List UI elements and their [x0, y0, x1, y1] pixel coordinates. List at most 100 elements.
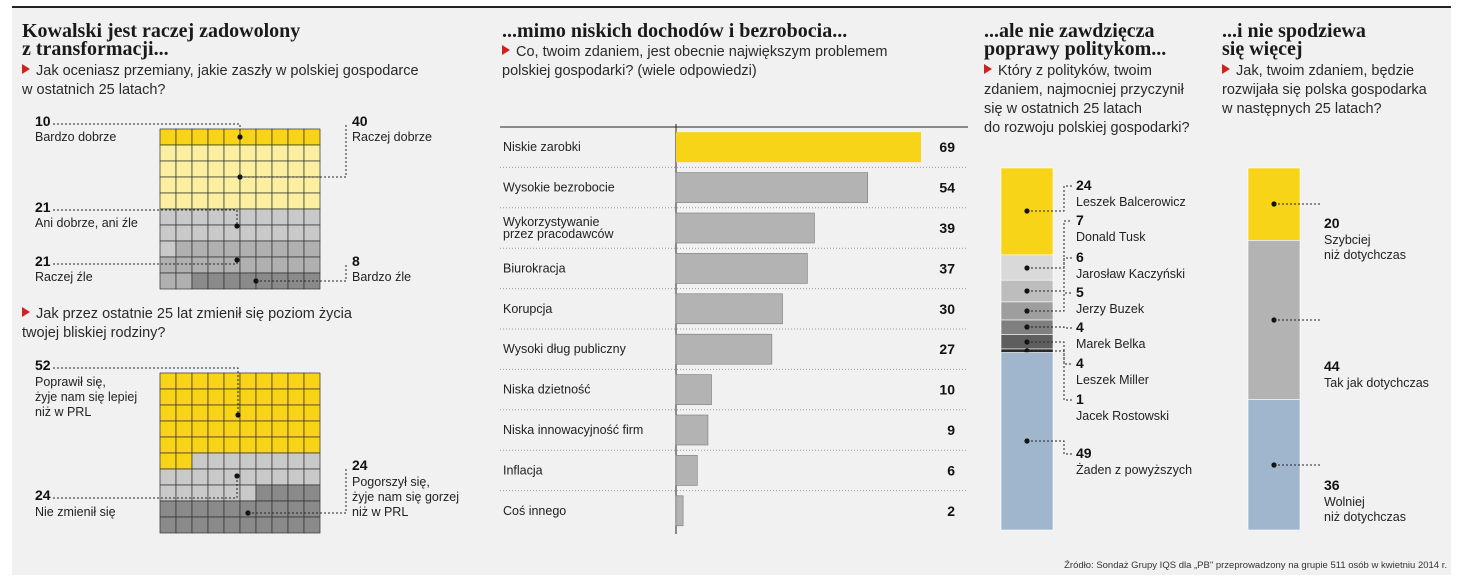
- waffle2-label: żyje nam się lepiej: [35, 390, 137, 404]
- waffle1-value: 21: [35, 199, 51, 215]
- stack1-label: Żaden z powyższych: [1076, 463, 1192, 477]
- stack2-label: Wolniej: [1324, 495, 1365, 509]
- stack1-label: Leszek Miller: [1076, 373, 1149, 387]
- stack2-label: niż dotychczas: [1324, 510, 1406, 524]
- stack2-label: Tak jak dotychczas: [1324, 376, 1429, 390]
- waffle2-cell-nie-zmienił-się: [159, 468, 177, 486]
- waffle1-cell-ani-dobrze-ani-źle: [159, 208, 177, 226]
- waffle1-cell-raczej-źle: [271, 256, 289, 274]
- waffle2-cell-nie-zmienił-się: [271, 468, 289, 486]
- waffle2-cell-pogorszył-się-żyje-nam-się-gorzej-niż-w-prl: [271, 500, 289, 518]
- waffle1-cell-raczej-dobrze: [191, 176, 209, 194]
- waffle1-cell-raczej-dobrze: [159, 192, 177, 210]
- stack2-value: 20: [1324, 215, 1340, 231]
- bar: [675, 495, 684, 527]
- waffle2-cell-poprawił-się-żyje-nam-się-lepiej-niż-w-prl: [191, 372, 209, 390]
- waffle1-cell-raczej-dobrze: [239, 144, 257, 162]
- waffle1-cell-ani-dobrze-ani-źle: [175, 224, 193, 242]
- waffle1-cell-raczej-dobrze: [303, 160, 321, 178]
- waffle2-cell-poprawił-się-żyje-nam-się-lepiej-niż-w-prl: [175, 388, 193, 406]
- waffle1-cell-raczej-źle: [207, 256, 225, 274]
- waffle2-cell-poprawił-się-żyje-nam-się-lepiej-niż-w-prl: [191, 388, 209, 406]
- waffle1-cell-raczej-dobrze: [239, 176, 257, 194]
- panel1-question2-line1: Jak przez ostatnie 25 lat zmienił się po…: [36, 306, 352, 322]
- waffle1-cell-ani-dobrze-ani-źle: [271, 224, 289, 242]
- waffle2-cell-poprawił-się-żyje-nam-się-lepiej-niż-w-prl: [207, 372, 225, 390]
- waffle2-cell-poprawił-się-żyje-nam-się-lepiej-niż-w-prl: [159, 404, 177, 422]
- waffle1-cell-raczej-dobrze: [239, 160, 257, 178]
- panel1-title-line2: z transformacji...: [22, 38, 169, 60]
- waffle2-leader: [53, 367, 239, 415]
- waffle2-cell-poprawił-się-żyje-nam-się-lepiej-niż-w-prl: [191, 420, 209, 438]
- panel4-question-line3: w następnych 25 latach?: [1222, 101, 1382, 117]
- waffle1-cell-raczej-dobrze: [175, 160, 193, 178]
- waffle2-cell-nie-zmienił-się: [223, 452, 241, 470]
- waffle2-label: niż w PRL: [352, 505, 408, 519]
- waffle1-cell-ani-dobrze-ani-źle: [175, 208, 193, 226]
- waffle1-cell-raczej-źle: [255, 240, 273, 258]
- waffle1-cell-bardzo-dobrze: [159, 128, 177, 146]
- waffle2-label: niż w PRL: [35, 405, 91, 419]
- waffle1-cell-raczej-dobrze: [255, 176, 273, 194]
- waffle2-cell-nie-zmienił-się: [207, 484, 225, 502]
- waffle1-cell-raczej-źle: [239, 240, 257, 258]
- stack1-leader: [1027, 292, 1072, 312]
- panel2-question-line2: polskiej gospodarki? (wiele odpowiedzi): [502, 63, 757, 79]
- waffle1-cell-ani-dobrze-ani-źle: [223, 208, 241, 226]
- waffle2-cell-nie-zmienił-się: [191, 468, 209, 486]
- waffle2-value: 52: [35, 357, 51, 373]
- panel3-title: ...ale nie zawdzięcza poprawy politykom.…: [984, 21, 1166, 59]
- bar-category-label: Korupcja: [503, 302, 552, 316]
- waffle2-cell-poprawił-się-żyje-nam-się-lepiej-niż-w-prl: [303, 372, 321, 390]
- waffle2-cell-pogorszył-się-żyje-nam-się-gorzej-niż-w-prl: [303, 500, 321, 518]
- waffle2-cell-nie-zmienił-się: [255, 452, 273, 470]
- waffle1-cell-raczej-dobrze: [191, 160, 209, 178]
- bar-category-label: przez pracodawców: [503, 227, 614, 241]
- panel2-title: ...mimo niskich dochodów i bezrobocia...: [502, 20, 848, 42]
- bar: [675, 455, 698, 486]
- waffle2-cell-poprawił-się-żyje-nam-się-lepiej-niż-w-prl: [207, 436, 225, 454]
- bar-category-label: Inflacja: [503, 463, 543, 477]
- waffle2-cell-pogorszył-się-żyje-nam-się-gorzej-niż-w-prl: [271, 484, 289, 502]
- waffle1-cell-bardzo-źle: [191, 272, 209, 290]
- red-triangle-icon: [984, 64, 992, 74]
- waffle2-cell-pogorszył-się-żyje-nam-się-gorzej-niż-w-prl: [207, 516, 225, 534]
- stack1-leader: [1027, 326, 1072, 329]
- waffle2-cell-nie-zmienił-się: [303, 452, 321, 470]
- waffle1-cell-ani-dobrze-ani-źle: [303, 208, 321, 226]
- panel3-question: Który z polityków, twoim zdaniem, najmoc…: [984, 62, 1190, 138]
- waffle1-cell-raczej-dobrze: [223, 144, 241, 162]
- waffle2-cell-nie-zmienił-się: [223, 484, 241, 502]
- waffle1-cell-raczej-źle: [223, 240, 241, 258]
- waffle2-cell-pogorszył-się-żyje-nam-się-gorzej-niż-w-prl: [255, 484, 273, 502]
- waffle1-cell-ani-dobrze-ani-źle: [239, 224, 257, 242]
- waffle2-cell-poprawił-się-żyje-nam-się-lepiej-niż-w-prl: [239, 388, 257, 406]
- panel4-question: Jak, twoim zdaniem, będzie rozwijała się…: [1222, 62, 1427, 119]
- waffle1-cell-raczej-dobrze: [271, 144, 289, 162]
- waffle1-cell-raczej-dobrze: [303, 176, 321, 194]
- bar-value-label: 30: [939, 301, 955, 317]
- waffle1-cell-ani-dobrze-ani-źle: [271, 208, 289, 226]
- waffle1-cell-raczej-dobrze: [223, 176, 241, 194]
- waffle1-cell-raczej-źle: [191, 240, 209, 258]
- waffle2-cell-poprawił-się-żyje-nam-się-lepiej-niż-w-prl: [303, 388, 321, 406]
- stack2-label: niż dotychczas: [1324, 248, 1406, 262]
- stack1-leader: [1027, 185, 1072, 212]
- waffle2-cell-poprawił-się-żyje-nam-się-lepiej-niż-w-prl: [159, 388, 177, 406]
- waffle2-cell-pogorszył-się-żyje-nam-się-gorzej-niż-w-prl: [287, 516, 305, 534]
- waffle1-label: Bardzo źle: [352, 270, 411, 284]
- waffle2-cell-poprawił-się-żyje-nam-się-lepiej-niż-w-prl: [175, 452, 193, 470]
- bar-category-label: Coś innego: [503, 504, 566, 518]
- waffle1-cell-raczej-źle: [175, 256, 193, 274]
- waffle1-cell-raczej-dobrze: [191, 144, 209, 162]
- panel3-question-line1: Który z polityków, twoim: [998, 63, 1152, 79]
- waffle2-cell-poprawił-się-żyje-nam-się-lepiej-niż-w-prl: [303, 420, 321, 438]
- waffle1-cell-raczej-dobrze: [239, 192, 257, 210]
- bar-category-label: Wysokie bezrobocie: [503, 181, 615, 195]
- waffle2-cell-poprawił-się-żyje-nam-się-lepiej-niż-w-prl: [159, 436, 177, 454]
- waffle1-cell-ani-dobrze-ani-źle: [255, 208, 273, 226]
- waffle2-cell-poprawił-się-żyje-nam-się-lepiej-niż-w-prl: [271, 420, 289, 438]
- panel4-title-line1: ...i nie spodziewa: [1222, 20, 1366, 42]
- stack1-value: 49: [1076, 445, 1092, 461]
- waffle1-cell-ani-dobrze-ani-źle: [303, 224, 321, 242]
